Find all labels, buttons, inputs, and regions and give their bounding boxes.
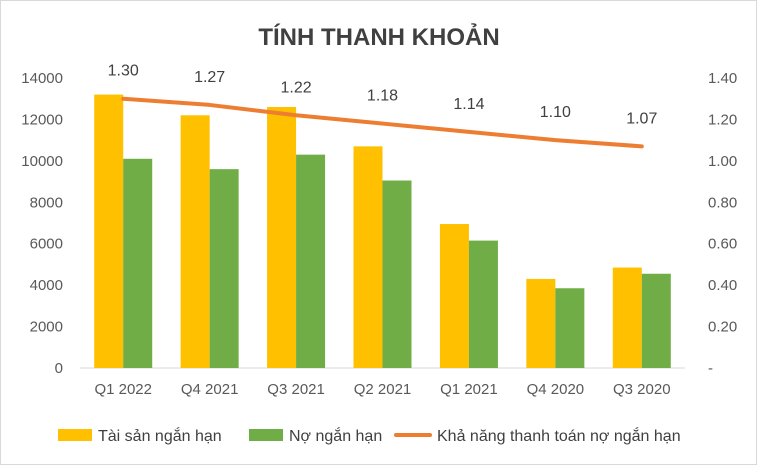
bar-tai-san-ngan-han [94, 94, 124, 369]
left-tick-label: 4000 [30, 277, 63, 294]
left-tick-label: 6000 [30, 236, 63, 253]
bars [94, 94, 671, 369]
right-tick-label: 1.20 [708, 111, 737, 128]
right-tick-label: 0.80 [708, 194, 737, 211]
chart-title: TÍNH THANH KHOẢN [258, 22, 499, 51]
ratio-line: 1.30 1.27 1.22 1.18 1.14 1.10 1.07 [108, 63, 657, 149]
x-tick-label: Q4 2021 [181, 381, 239, 398]
right-tick-label: - [708, 360, 713, 377]
bar-tai-san-ngan-han [439, 224, 469, 368]
bar-no-ngan-han [209, 169, 239, 368]
ratio-data-label: 1.22 [281, 79, 312, 96]
left-axis: 0 2000 4000 6000 8000 10000 12000 14000 [21, 70, 63, 377]
ratio-data-label: 1.18 [367, 88, 398, 105]
x-tick-label: Q1 2022 [94, 381, 152, 398]
left-tick-label: 12000 [21, 111, 63, 128]
ratio-data-label: 1.10 [540, 104, 571, 121]
bar-tai-san-ngan-han [526, 278, 556, 368]
right-tick-label: 0.20 [708, 319, 737, 336]
x-tick-label: Q4 2020 [527, 381, 585, 398]
x-axis: Q1 2022 Q4 2021 Q3 2021 Q2 2021 Q1 2021 Q4 20… [94, 381, 670, 398]
ratio-data-label: 1.07 [626, 110, 657, 127]
bar-no-ngan-han [296, 154, 326, 368]
right-tick-label: 0.60 [708, 236, 737, 253]
bar-tai-san-ngan-han [353, 146, 383, 368]
bar-no-ngan-han [555, 288, 585, 368]
legend-item-kha-nang: Khả năng thanh toán nợ ngắn hạn [394, 426, 681, 445]
right-tick-label: 1.40 [708, 70, 737, 87]
bar-no-ngan-han [468, 240, 498, 368]
x-tick-label: Q2 2021 [354, 381, 412, 398]
legend-label: Khả năng thanh toán nợ ngắn hạn [437, 426, 681, 445]
left-tick-label: 14000 [21, 70, 63, 87]
right-tick-label: 1.00 [708, 153, 737, 170]
bar-tai-san-ngan-han [180, 115, 210, 369]
ratio-data-label: 1.14 [453, 96, 484, 113]
ratio-line-path [121, 96, 644, 149]
legend-item-no: Nợ ngắn hạn [249, 426, 382, 445]
legend-swatch [58, 429, 92, 441]
x-tick-label: Q1 2021 [440, 381, 498, 398]
left-tick-label: 0 [55, 360, 63, 377]
left-tick-label: 10000 [21, 153, 63, 170]
bar-no-ngan-han [641, 273, 671, 368]
legend-label: Nợ ngắn hạn [289, 426, 382, 445]
bar-no-ngan-han [123, 158, 153, 368]
x-tick-label: Q3 2021 [267, 381, 325, 398]
legend: Tài sản ngắn hạn Nợ ngắn hạn Khả năng than… [58, 426, 681, 445]
bar-tai-san-ngan-han [612, 267, 642, 368]
x-tick-label: Q3 2020 [613, 381, 671, 398]
ratio-data-label: 1.27 [194, 69, 225, 86]
right-tick-label: 0.40 [708, 277, 737, 294]
left-tick-label: 8000 [30, 194, 63, 211]
legend-swatch [249, 429, 283, 441]
right-axis: - 0.20 0.40 0.60 0.80 1.00 1.20 1.40 [708, 70, 737, 377]
ratio-data-label: 1.30 [108, 63, 139, 80]
legend-label: Tài sản ngắn hạn [98, 426, 222, 445]
left-tick-label: 2000 [30, 319, 63, 336]
bar-no-ngan-han [382, 180, 412, 368]
legend-item-tai-san: Tài sản ngắn hạn [58, 426, 222, 445]
bar-tai-san-ngan-han [267, 107, 297, 368]
